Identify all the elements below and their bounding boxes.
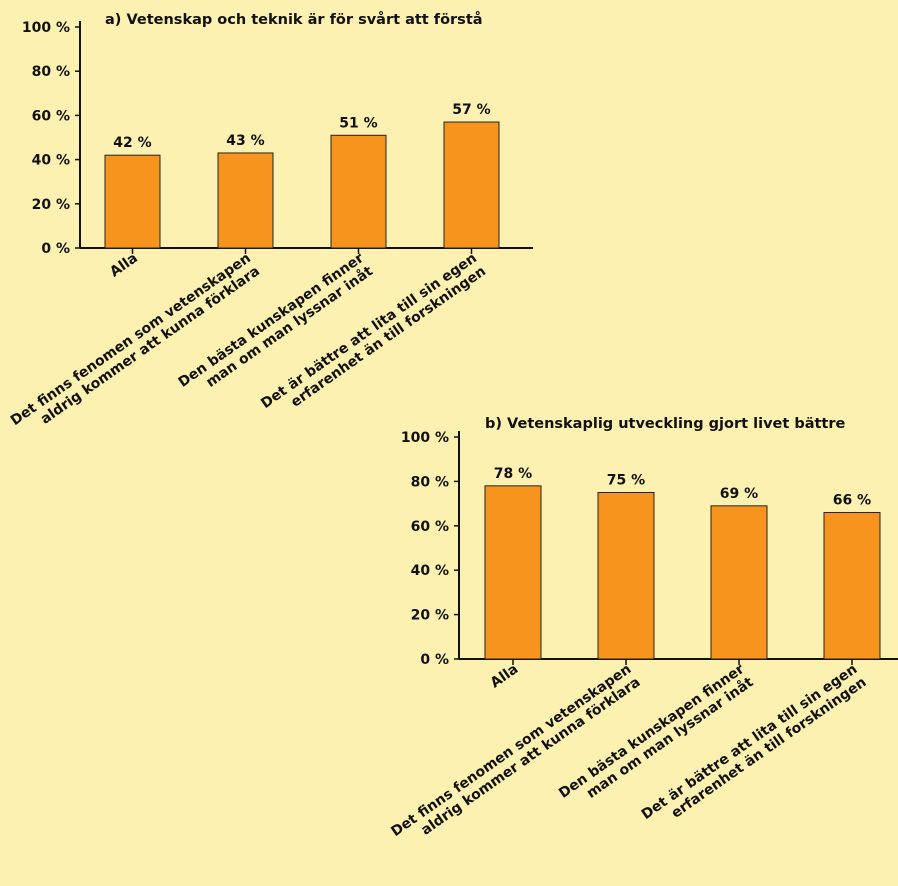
- x-category-label: Alla: [488, 661, 522, 691]
- bar-value-label: 43 %: [226, 133, 264, 149]
- bar-value-label: 75 %: [607, 473, 645, 489]
- bar-value-label: 42 %: [113, 135, 151, 151]
- y-tick-label: 80 %: [411, 474, 449, 490]
- x-category-label: Den bästa kunskapen finnerman om man lys…: [556, 661, 757, 815]
- bar: [597, 492, 655, 660]
- bar: [443, 121, 500, 249]
- y-tick-label: 40 %: [411, 563, 449, 579]
- chart-b: b) Vetenskaplig utveckling gjort livet b…: [388, 416, 898, 840]
- y-tick-label: 0 %: [41, 241, 70, 257]
- y-tick-label: 20 %: [411, 608, 449, 624]
- x-category-label-line: Det finns fenomen som vetenskapen: [8, 250, 254, 429]
- bar-value-label: 51 %: [339, 115, 377, 131]
- y-tick-label: 60 %: [32, 108, 70, 124]
- bar-value-label: 66 %: [833, 492, 871, 508]
- y-tick-label: 80 %: [32, 64, 70, 80]
- bar-value-label: 78 %: [494, 466, 532, 482]
- y-tick-label: 20 %: [32, 197, 70, 213]
- bar: [330, 134, 387, 249]
- bar-value-label: 69 %: [720, 486, 758, 502]
- x-category-label: Alla: [107, 250, 141, 280]
- bar: [217, 152, 274, 249]
- bar-value-label: 57 %: [452, 102, 490, 118]
- chart-title: a) Vetenskap och teknik är för svårt att…: [105, 11, 483, 28]
- bar: [710, 505, 768, 660]
- y-tick-label: 100 %: [22, 20, 70, 36]
- y-tick-label: 100 %: [401, 430, 449, 446]
- y-tick-label: 40 %: [32, 153, 70, 169]
- x-category-label: Den bästa kunskapen finnerman om man lys…: [176, 250, 377, 404]
- y-tick-label: 60 %: [411, 519, 449, 535]
- bar: [484, 485, 542, 660]
- chart-title: b) Vetenskaplig utveckling gjort livet b…: [485, 416, 846, 432]
- y-tick-label: 0 %: [420, 652, 449, 668]
- chart-a: a) Vetenskap och teknik är för svårt att…: [8, 11, 533, 429]
- x-category-label-line: Det finns fenomen som vetenskapen: [388, 661, 634, 840]
- bar: [104, 154, 161, 249]
- bar: [823, 511, 881, 660]
